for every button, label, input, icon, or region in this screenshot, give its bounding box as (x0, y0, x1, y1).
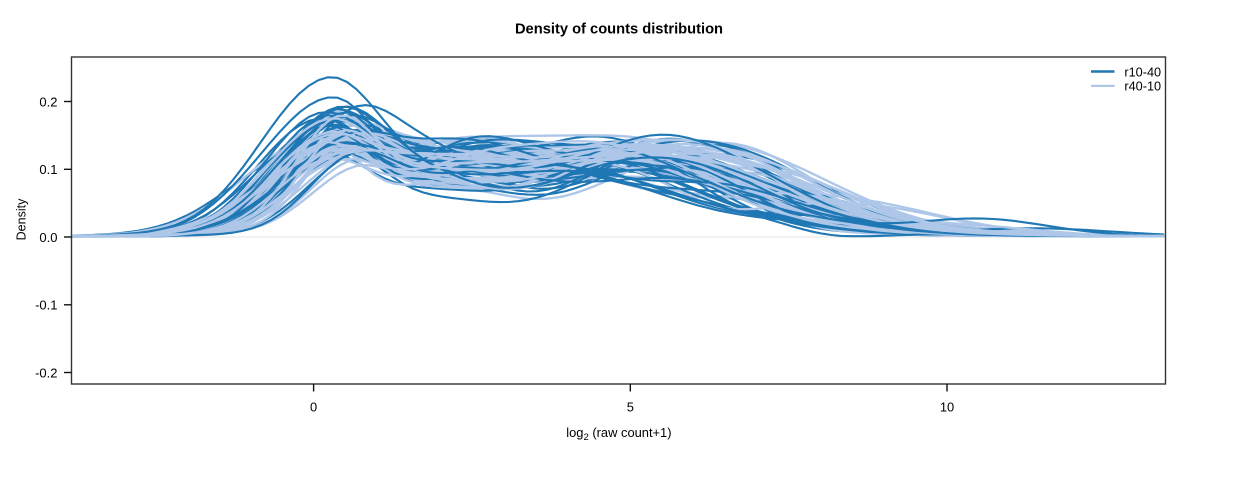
svg-text:0.1: 0.1 (39, 162, 57, 177)
svg-text:0: 0 (310, 400, 317, 415)
svg-text:-0.2: -0.2 (35, 365, 57, 380)
svg-text:Density: Density (14, 198, 28, 240)
svg-text:r10-40: r10-40 (1124, 65, 1161, 79)
svg-text:log2 (raw count+1): log2 (raw count+1) (566, 425, 671, 443)
svg-text:5: 5 (627, 400, 634, 415)
svg-text:r40-10: r40-10 (1124, 80, 1161, 94)
svg-text:0.2: 0.2 (39, 94, 57, 109)
svg-text:0.0: 0.0 (39, 230, 57, 245)
svg-text:10: 10 (940, 400, 954, 415)
svg-text:-0.1: -0.1 (35, 298, 57, 313)
svg-text:Density of counts distribution: Density of counts distribution (515, 22, 723, 38)
